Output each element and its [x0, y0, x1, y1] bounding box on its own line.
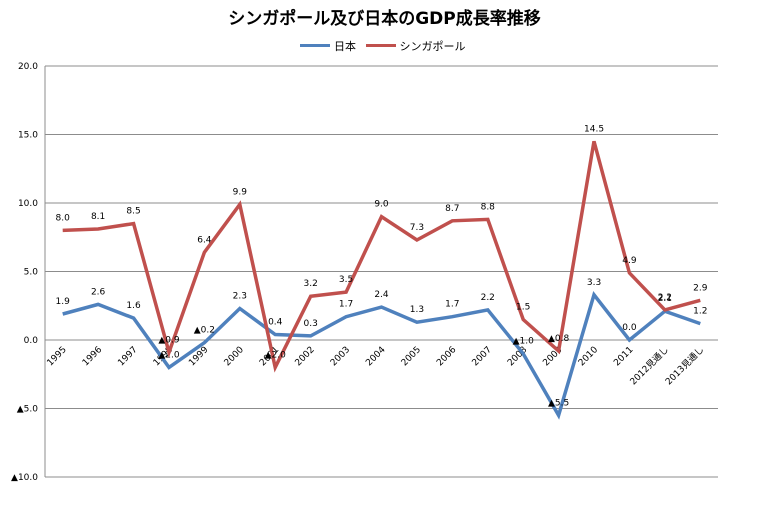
- y-tick-label: 20.0: [18, 62, 38, 72]
- x-tick-label: 2000: [223, 345, 246, 368]
- data-label: 1.5: [516, 302, 530, 312]
- data-label: 7.3: [410, 223, 424, 233]
- data-label: ▲1.0: [513, 337, 535, 347]
- x-tick-label: 2011: [612, 345, 635, 368]
- data-label: 2.9: [693, 283, 708, 293]
- data-label: 0.3: [303, 319, 317, 329]
- data-label: 2.2: [481, 293, 495, 303]
- data-label: 3.5: [339, 275, 353, 285]
- data-label: 4.9: [622, 256, 637, 266]
- data-label: 2.6: [91, 287, 106, 297]
- data-label: 8.1: [91, 212, 105, 222]
- series-line-singapore: [62, 140, 701, 373]
- series-line-japan: [62, 291, 701, 420]
- data-label: 8.0: [56, 213, 71, 223]
- data-label: 1.2: [693, 307, 707, 317]
- y-tick-label: 10.0: [18, 199, 38, 209]
- data-label: ▲0.2: [194, 326, 215, 336]
- data-label: ▲2.0: [265, 350, 287, 360]
- x-tick-label: 2002: [294, 345, 317, 368]
- x-tick-label: 1997: [116, 345, 139, 368]
- legend-item-japan: 日本: [300, 38, 356, 54]
- x-tick-label: 2013見通し: [663, 344, 706, 387]
- x-tick-label: 2006: [435, 345, 458, 368]
- data-label: 2.4: [374, 290, 389, 300]
- x-tick-label: 2010: [577, 345, 600, 368]
- data-label: 2.3: [233, 291, 247, 301]
- data-label: ▲0.8: [548, 334, 570, 344]
- legend: 日本 シンガポール: [300, 37, 472, 54]
- x-tick-label: 2007: [471, 345, 494, 368]
- data-label: 9.9: [233, 187, 248, 197]
- x-tick-label: 2003: [329, 345, 352, 368]
- data-label: 8.8: [481, 202, 496, 212]
- y-tick-label: 5.0: [24, 268, 39, 278]
- x-tick-label: 1996: [81, 345, 104, 368]
- data-label: ▲0.9: [158, 335, 180, 345]
- y-tick-label: ▲10.0: [11, 473, 38, 483]
- data-label: 9.0: [374, 200, 389, 210]
- data-label: 3.2: [303, 279, 317, 289]
- x-tick-label: 1995: [46, 345, 69, 368]
- legend-swatch-japan: [300, 44, 330, 47]
- data-label: 1.3: [410, 305, 424, 315]
- data-label: 2.2: [658, 293, 672, 303]
- data-label: 1.6: [126, 301, 141, 311]
- data-label: 14.5: [584, 124, 604, 134]
- x-tick-label: 2004: [364, 345, 387, 368]
- data-label: ▲5.5: [548, 398, 569, 408]
- data-label: 0.0: [622, 323, 637, 333]
- legend-label-japan: 日本: [334, 39, 356, 53]
- data-label: 1.7: [445, 300, 459, 310]
- data-label: 6.4: [197, 235, 212, 245]
- data-label: 1.9: [56, 297, 71, 307]
- data-label: 0.4: [268, 318, 283, 328]
- data-label: 8.5: [126, 207, 140, 217]
- data-label: 1.7: [339, 300, 353, 310]
- y-tick-label: ▲5.0: [17, 405, 39, 415]
- data-label: 8.7: [445, 204, 459, 214]
- y-tick-label: 15.0: [18, 131, 38, 141]
- legend-item-singapore: シンガポール: [365, 38, 466, 54]
- x-tick-label: 2005: [400, 345, 423, 368]
- y-tick-label: 0.0: [24, 336, 39, 346]
- legend-label-singapore: シンガポール: [399, 39, 466, 53]
- data-label: 2.1: [658, 294, 672, 304]
- legend-swatch-singapore: [365, 44, 396, 47]
- data-label: 3.3: [587, 278, 601, 288]
- chart-title: シンガポール及び日本のGDP成長率推移: [228, 9, 541, 29]
